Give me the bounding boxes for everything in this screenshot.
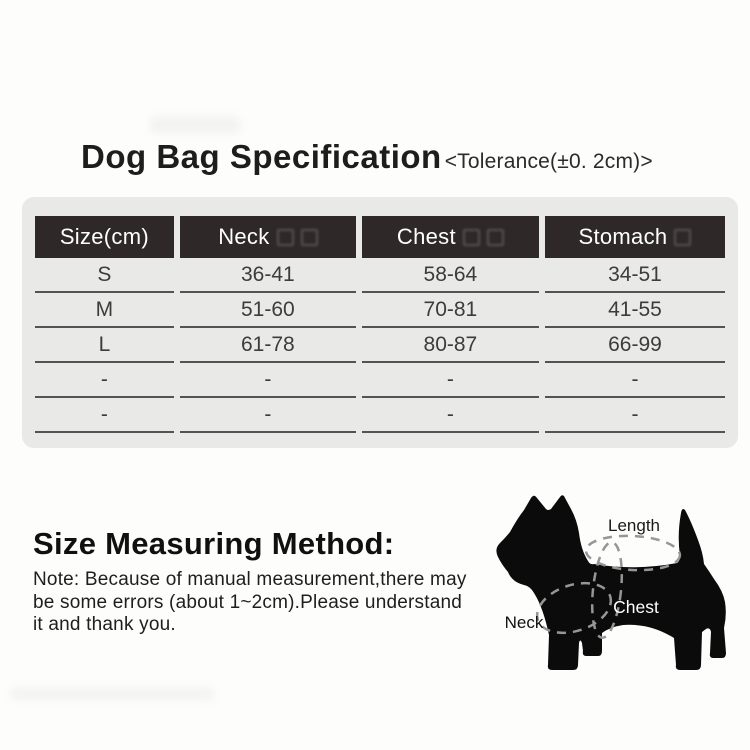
chest-label: Chest — [613, 597, 659, 617]
page-title: Dog Bag Specification — [81, 138, 442, 175]
note-line: Note: Because of manual measurement,ther… — [33, 569, 467, 590]
size-spec-table: Size(cm) Neck Chest Stomach S 36-41 58-6… — [22, 197, 738, 448]
faded-cjk-glyph — [674, 228, 692, 246]
table-cell-neck: - — [179, 398, 356, 433]
column-header-stomach: Stomach — [544, 216, 725, 258]
chest-measure-dashes — [590, 540, 624, 640]
table-cell-chest: 58-64 — [361, 258, 539, 293]
table-cell-size: - — [35, 398, 174, 433]
table-cell-chest: - — [361, 398, 539, 433]
column-header-label: Chest — [396, 224, 456, 249]
note-line: be some errors (about 1~2cm).Please unde… — [33, 591, 463, 613]
measuring-method-heading: Size Measuring Method: — [33, 526, 395, 561]
faded-cjk-glyph — [300, 228, 318, 246]
column-header-label: Neck — [218, 224, 270, 249]
table-cell-size: M — [35, 293, 174, 328]
table-cell-chest: 70-81 — [361, 293, 539, 328]
table-cell-chest: - — [361, 363, 539, 398]
length-label: Length — [608, 516, 660, 535]
dog-measuring-diagram: Length Chest Neck — [490, 485, 750, 675]
column-header-label: Size(cm) — [59, 224, 149, 249]
dog-silhouette — [496, 495, 726, 670]
table-cell-chest: 80-87 — [361, 328, 539, 363]
table-cell-size: S — [35, 258, 174, 293]
table-cell-stomach: - — [544, 398, 725, 433]
table-cell-size: L — [35, 328, 174, 363]
size-spec-grid: Size(cm) Neck Chest Stomach S 36-41 58-6… — [32, 216, 728, 433]
column-header-neck: Neck — [179, 216, 356, 258]
table-cell-stomach: 66-99 — [544, 328, 725, 363]
tolerance-note: <Tolerance(±0. 2cm)> — [444, 150, 653, 173]
table-cell-stomach: 34-51 — [544, 258, 725, 293]
table-cell-neck: - — [179, 363, 356, 398]
note-line: it and thank you. — [33, 614, 176, 635]
column-header-label: Stomach — [578, 224, 668, 249]
column-header-chest: Chest — [361, 216, 539, 258]
table-cell-neck: 61-78 — [179, 328, 356, 363]
table-cell-neck: 36-41 — [179, 258, 356, 293]
faded-cjk-glyph — [276, 228, 294, 246]
neck-measure-dashes — [535, 581, 613, 635]
scan-smudge — [150, 116, 240, 134]
measurement-note: Note: Because of manual measurement,ther… — [33, 569, 467, 637]
table-cell-stomach: - — [544, 363, 725, 398]
table-cell-neck: 51-60 — [179, 293, 356, 328]
column-header-size: Size(cm) — [35, 216, 174, 258]
table-cell-size: - — [35, 363, 174, 398]
title-block: Dog Bag Specification <Tolerance(±0. 2cm… — [81, 138, 653, 176]
faded-cjk-glyph — [486, 228, 504, 246]
scan-smudge — [10, 688, 215, 700]
table-cell-stomach: 41-55 — [544, 293, 725, 328]
length-measure-dashes — [584, 534, 682, 572]
neck-label: Neck — [505, 613, 544, 632]
faded-cjk-glyph — [462, 228, 480, 246]
